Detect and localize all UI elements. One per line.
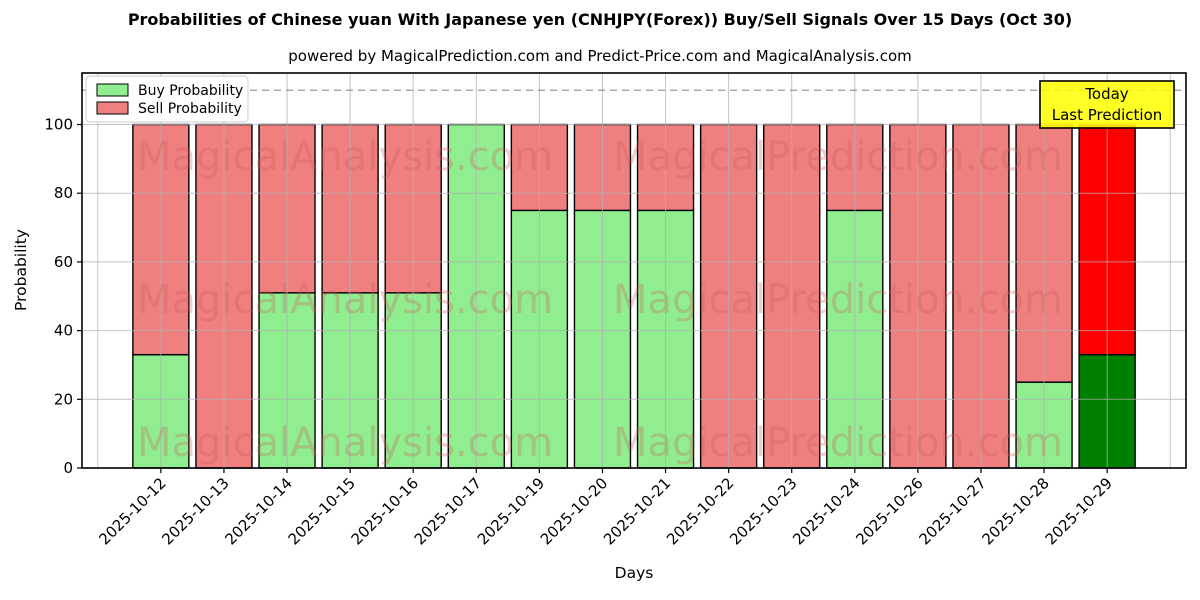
legend-swatch-buy [96,83,129,97]
y-tick-label: 60 [54,253,73,271]
y-tick-label: 40 [54,322,73,340]
x-tick-label: 2025-10-12 [95,474,169,548]
x-axis-label: Days [615,564,654,582]
legend: Buy Probability Sell Probability [85,75,249,123]
y-axis-label: Probability [12,229,30,311]
x-tick-label: 2025-10-26 [852,474,926,548]
x-tick-label: 2025-10-13 [158,474,232,548]
x-tick-label: 2025-10-29 [1042,474,1116,548]
watermark-right: MagicalPrediction.com [613,134,1063,180]
x-tick-label: 2025-10-14 [221,474,295,548]
x-tick-label: 2025-10-22 [663,474,737,548]
today-annotation-box: Today Last Prediction [1039,80,1175,129]
x-tick-label: 2025-10-27 [915,474,989,548]
y-tick-label: 80 [54,184,73,202]
x-tick-label: 2025-10-21 [600,474,674,548]
legend-swatch-sell [96,101,129,115]
chart-subtitle: powered by MagicalPrediction.com and Pre… [288,47,912,65]
today-annotation-line1: Today [1084,85,1129,103]
y-axis-group: 0 20 40 60 80 100 [44,116,82,477]
watermark-left: MagicalAnalysis.com [137,134,553,180]
watermark-right: MagicalPrediction.com [613,420,1063,466]
watermark-left: MagicalAnalysis.com [137,277,553,323]
x-tick-label: 2025-10-23 [726,474,800,548]
x-tick-label: 2025-10-17 [411,474,485,548]
gridlines-group [82,73,1186,468]
watermark-left: MagicalAnalysis.com [137,420,553,466]
x-tick-label: 2025-10-24 [789,474,863,548]
y-tick-label: 100 [44,116,73,134]
today-annotation-line2: Last Prediction [1052,106,1163,124]
x-tick-label: 2025-10-19 [474,474,548,548]
legend-label-buy: Buy Probability [138,83,243,99]
legend-label-sell: Sell Probability [138,101,242,117]
plot-border [81,72,1187,469]
watermark-right: MagicalPrediction.com [613,277,1063,323]
chart-title: Probabilities of Chinese yuan With Japan… [128,10,1072,29]
x-axis-group: 2025-10-122025-10-132025-10-142025-10-15… [95,468,1116,548]
y-tick-label: 20 [54,390,73,408]
x-tick-label: 2025-10-28 [979,474,1053,548]
x-tick-label: 2025-10-20 [537,474,611,548]
today-annotation-frame [1039,80,1175,129]
y-tick-label: 0 [63,459,73,477]
watermarks-group: MagicalAnalysis.com MagicalPrediction.com… [137,134,1063,466]
x-tick-label: 2025-10-15 [285,474,359,548]
x-tick-label: 2025-10-16 [348,474,422,548]
